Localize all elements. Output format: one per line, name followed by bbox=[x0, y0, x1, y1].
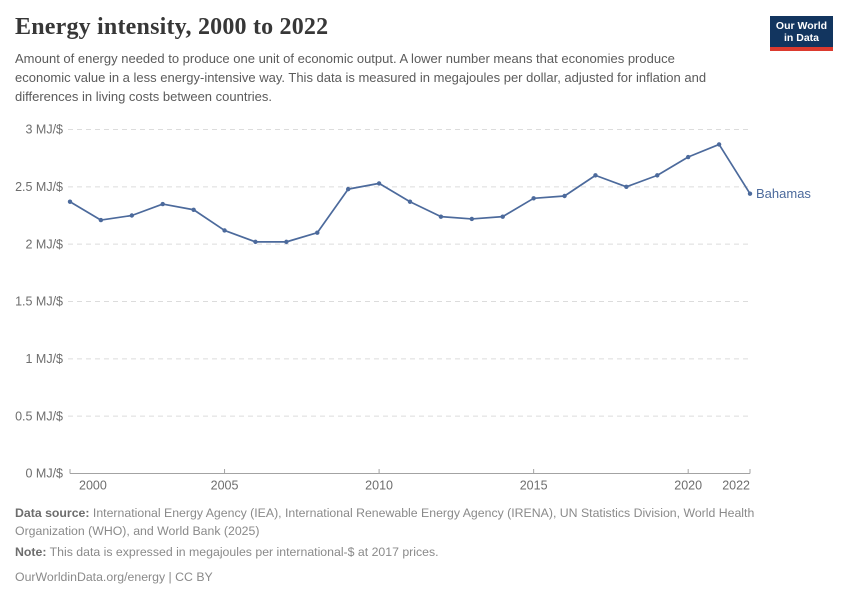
data-point[interactable] bbox=[407, 199, 413, 204]
data-point[interactable] bbox=[716, 142, 722, 147]
data-point[interactable] bbox=[562, 193, 567, 199]
x-tick-label: 2020 bbox=[674, 479, 702, 493]
y-tick-label: 1 MJ/$ bbox=[25, 352, 63, 366]
note-label: Note: bbox=[15, 545, 47, 559]
owid-logo[interactable]: Our World in Data bbox=[770, 16, 833, 51]
data-point[interactable] bbox=[284, 239, 289, 245]
note-line: Note: This data is expressed in megajoul… bbox=[15, 544, 807, 562]
data-point[interactable] bbox=[438, 214, 444, 219]
y-tick-label: 0 MJ/$ bbox=[25, 467, 63, 481]
data-point[interactable] bbox=[593, 173, 598, 178]
data-point[interactable] bbox=[531, 196, 536, 201]
data-point[interactable] bbox=[67, 199, 73, 204]
data-point[interactable] bbox=[191, 207, 196, 212]
y-tick-label: 2.5 MJ/$ bbox=[15, 180, 63, 194]
series-line[interactable] bbox=[69, 143, 751, 243]
note-text: This data is expressed in megajoules per… bbox=[49, 545, 439, 559]
data-point[interactable] bbox=[469, 216, 475, 222]
x-tick-label: 2010 bbox=[365, 479, 393, 493]
data-point[interactable] bbox=[747, 191, 753, 196]
data-source-line: Data source: International Energy Agency… bbox=[15, 505, 807, 540]
x-axis bbox=[69, 469, 751, 474]
data-point[interactable] bbox=[98, 217, 104, 223]
y-axis-labels: 0 MJ/$ 0.5 MJ/$ 1 MJ/$ 1.5 MJ/$ 2 MJ/$ 2.5 MJ… bbox=[15, 123, 63, 481]
x-tick-label: 2022 bbox=[722, 479, 750, 493]
series-bahamas[interactable]: Bahamas bbox=[67, 142, 812, 245]
x-axis-labels: 2000 2005 2010 2015 2020 2022 bbox=[79, 479, 750, 493]
data-point[interactable] bbox=[345, 186, 351, 192]
data-point[interactable] bbox=[315, 230, 320, 235]
data-point[interactable] bbox=[253, 239, 258, 245]
y-gridlines bbox=[68, 129, 748, 417]
data-point[interactable] bbox=[685, 154, 691, 160]
y-tick-label: 3 MJ/$ bbox=[25, 123, 63, 137]
data-point[interactable] bbox=[376, 181, 382, 186]
x-tick-label: 2015 bbox=[520, 479, 548, 493]
y-tick-label: 1.5 MJ/$ bbox=[15, 295, 63, 309]
y-tick-label: 0.5 MJ/$ bbox=[15, 409, 63, 423]
chart-footer: Data source: International Energy Agency… bbox=[15, 505, 807, 590]
data-point[interactable] bbox=[624, 184, 629, 190]
owid-logo-line1: Our World bbox=[775, 20, 828, 32]
x-tick-label: 2000 bbox=[79, 479, 107, 493]
data-point[interactable] bbox=[129, 213, 135, 218]
x-tick-label: 2005 bbox=[211, 479, 239, 493]
owid-logo-line2: in Data bbox=[783, 32, 819, 44]
footer-license-link[interactable]: OurWorldinData.org/energy | CC BY bbox=[15, 569, 213, 584]
y-tick-label: 2 MJ/$ bbox=[25, 237, 63, 251]
series-end-label: Bahamas bbox=[756, 186, 811, 201]
page-title: Energy intensity, 2000 to 2022 bbox=[15, 14, 329, 40]
data-source-label: Data source: bbox=[15, 506, 90, 520]
data-source-text: International Energy Agency (IEA), Inter… bbox=[15, 506, 755, 538]
data-point[interactable] bbox=[655, 173, 660, 178]
data-point[interactable] bbox=[222, 228, 227, 233]
data-point[interactable] bbox=[500, 214, 505, 219]
data-point[interactable] bbox=[160, 201, 165, 207]
chart-subtitle: Amount of energy needed to produce one u… bbox=[15, 51, 707, 104]
